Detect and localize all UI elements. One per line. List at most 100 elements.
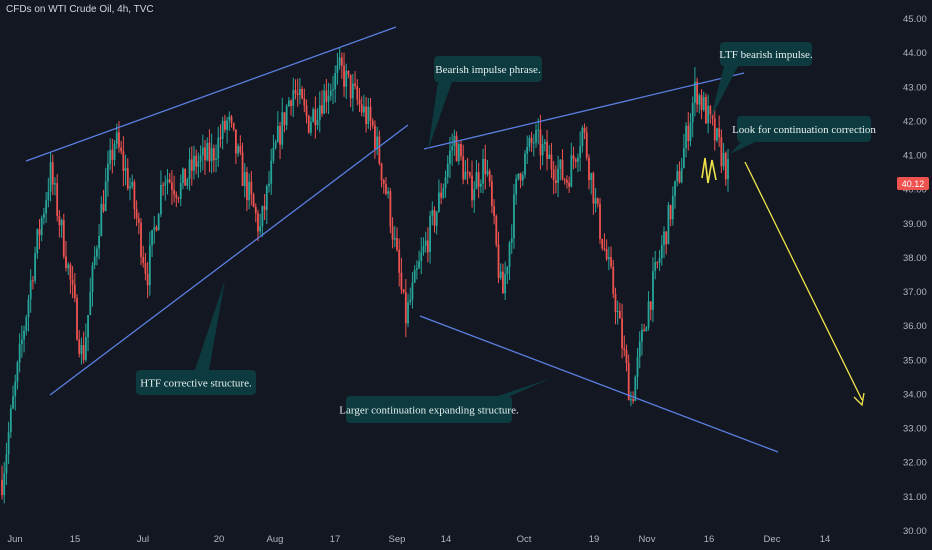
- candle-body: [528, 137, 531, 148]
- candle-body: [440, 192, 443, 198]
- candle-body: [442, 188, 445, 198]
- candle-body: [429, 215, 431, 253]
- candle-body: [517, 173, 520, 179]
- candle-body: [268, 183, 270, 186]
- candle-body: [515, 178, 518, 195]
- candle-body: [638, 341, 641, 357]
- y-tick-label: 35.00: [903, 355, 927, 366]
- y-tick-label: 45.00: [903, 14, 927, 25]
- candle-body: [338, 57, 341, 66]
- candle-body: [711, 114, 714, 119]
- last-price-tag: [897, 177, 929, 190]
- candle-body: [228, 116, 231, 121]
- candle-body: [724, 152, 727, 180]
- candle-body: [38, 229, 41, 235]
- candle-body: [570, 155, 573, 187]
- candle-body: [652, 270, 654, 310]
- candle-body: [669, 205, 672, 220]
- candle-body: [336, 65, 339, 73]
- candle-body: [574, 159, 577, 162]
- x-tick-label: 20: [214, 534, 225, 545]
- candle-body: [310, 121, 312, 133]
- candle-body: [257, 213, 259, 232]
- candle-body: [34, 253, 37, 281]
- candle-body: [325, 90, 328, 102]
- candle-body: [184, 168, 187, 186]
- candle-body: [235, 129, 237, 154]
- candle-body: [45, 200, 48, 214]
- candle-body: [554, 179, 557, 184]
- candle-body: [513, 194, 515, 239]
- x-tick-label: Nov: [639, 534, 656, 545]
- x-tick-label: 17: [330, 534, 341, 545]
- candle-body: [473, 189, 476, 201]
- x-tick-label: 14: [820, 534, 831, 545]
- candle-body: [466, 171, 469, 173]
- candle-body: [682, 148, 685, 169]
- candle-body: [376, 136, 379, 150]
- candle-body: [223, 120, 226, 130]
- candle-body: [230, 116, 233, 123]
- candle-body: [532, 142, 535, 144]
- candle-body: [610, 257, 612, 267]
- candle-body: [621, 318, 623, 349]
- candle-body: [162, 184, 164, 186]
- candle-body: [369, 106, 372, 121]
- candle-body: [188, 159, 191, 179]
- candle-body: [577, 157, 579, 162]
- candle-body: [705, 97, 707, 124]
- y-tick-label: 38.00: [903, 253, 927, 264]
- candle-body: [54, 183, 56, 185]
- candle-body: [360, 104, 363, 113]
- candle-body: [318, 105, 321, 121]
- candle-body: [292, 90, 295, 107]
- candle-body: [115, 132, 118, 144]
- candle-body: [371, 120, 374, 126]
- candle-body: [43, 213, 45, 219]
- candle-body: [645, 327, 648, 332]
- htf-upper-trendline: [25, 26, 397, 162]
- callout-pointer: [428, 82, 452, 150]
- candle-body: [572, 155, 575, 160]
- candle-body: [100, 203, 103, 236]
- candle-body: [168, 179, 171, 183]
- candle-body: [557, 168, 559, 184]
- candle-body: [665, 231, 668, 245]
- candle-body: [120, 147, 123, 152]
- candle-body: [193, 155, 195, 171]
- candle-body: [265, 185, 268, 210]
- candle-body: [568, 182, 571, 187]
- callout-box: [434, 56, 542, 82]
- candles: [1, 46, 729, 504]
- candle-body: [296, 93, 299, 95]
- candle-body: [658, 258, 661, 263]
- candle-body: [84, 337, 87, 361]
- candle-body: [29, 280, 32, 300]
- chart-title: CFDs on WTI Crude Oil, 4h, TVC: [6, 4, 154, 15]
- candle-body: [91, 265, 94, 292]
- candle-body: [539, 129, 542, 156]
- x-tick-label: Sep: [389, 534, 406, 545]
- candle-body: [259, 226, 262, 232]
- candle-body: [464, 171, 467, 180]
- candle-body: [488, 171, 491, 182]
- candle-body: [707, 105, 710, 124]
- candle-body: [124, 168, 127, 172]
- candle-body: [365, 106, 368, 124]
- candle-body: [276, 125, 279, 142]
- candle-body: [246, 172, 248, 201]
- candle-body: [356, 86, 359, 100]
- candle-body: [594, 198, 597, 204]
- candle-body: [62, 220, 65, 257]
- candle-body: [484, 159, 487, 175]
- candle-body: [438, 192, 440, 212]
- candle-body: [504, 274, 507, 294]
- candle-body: [204, 147, 206, 161]
- candle-body: [718, 128, 721, 138]
- candle-body: [131, 181, 134, 187]
- candle-body: [519, 173, 522, 181]
- candle-body: [241, 152, 244, 186]
- candle-body: [378, 136, 381, 164]
- candle-body: [471, 175, 473, 201]
